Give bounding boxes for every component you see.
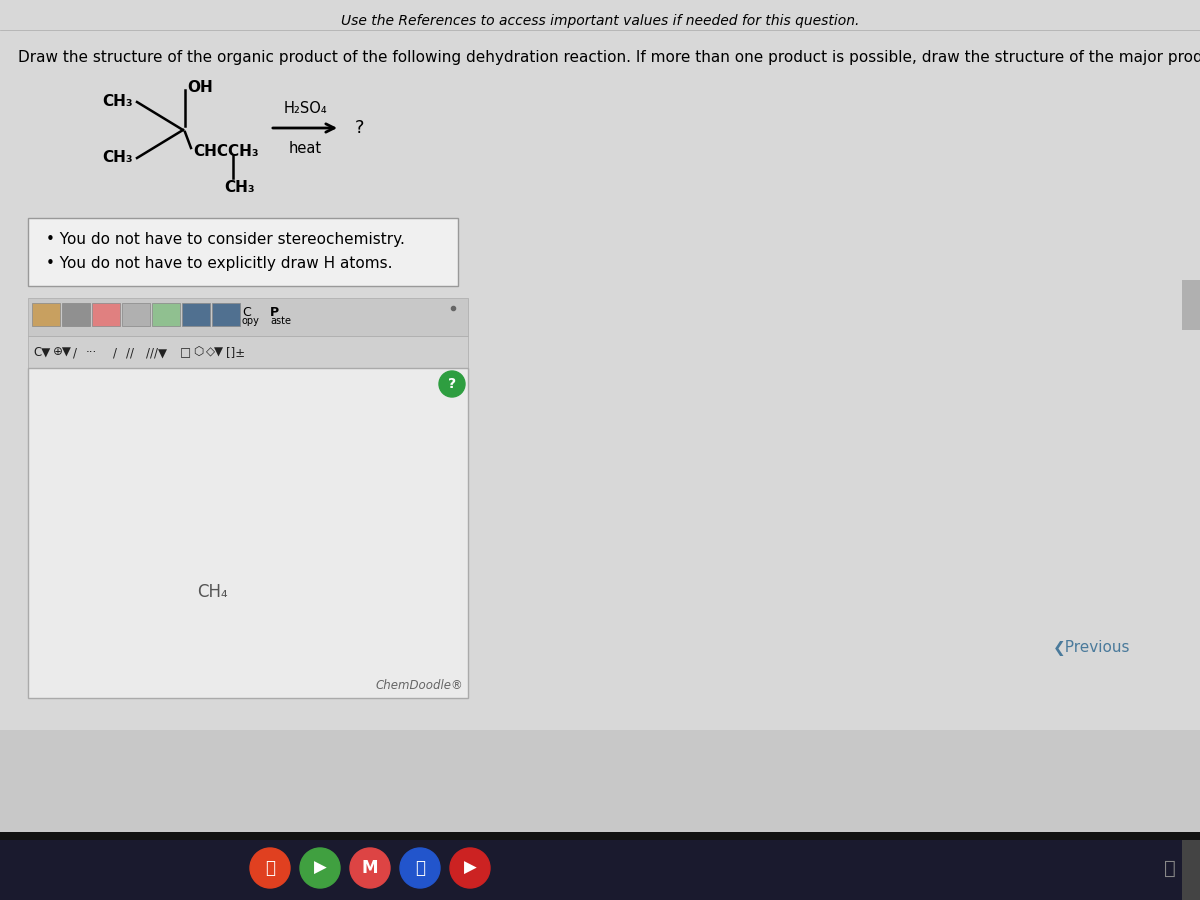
Bar (212, 303, 240, 326)
Bar (152, 303, 180, 326)
Bar (1182, 280, 1200, 330)
Circle shape (450, 848, 490, 888)
Text: /: / (113, 346, 118, 359)
Text: P: P (270, 306, 280, 319)
Text: ···: ··· (86, 346, 97, 359)
Text: □: □ (180, 346, 191, 359)
Text: M: M (361, 859, 378, 877)
Text: ⊕▼: ⊕▼ (53, 346, 72, 359)
Text: ?: ? (448, 377, 456, 391)
Bar (182, 303, 210, 326)
Text: ///▼: ///▼ (146, 346, 167, 359)
Bar (122, 303, 150, 326)
Text: ⬛: ⬛ (1164, 859, 1176, 877)
Bar (28, 298, 468, 336)
Text: OH: OH (187, 80, 212, 95)
Text: CH₄: CH₄ (198, 583, 228, 601)
Bar (28, 218, 458, 286)
Text: CHCCH₃: CHCCH₃ (193, 145, 259, 159)
Text: opy: opy (242, 316, 260, 326)
Text: ChemDoodle®: ChemDoodle® (376, 679, 463, 692)
Text: 🔵: 🔵 (415, 859, 425, 877)
Text: CH₃: CH₃ (102, 94, 133, 110)
Bar (92, 303, 120, 326)
Circle shape (439, 371, 466, 397)
Text: aste: aste (270, 316, 292, 326)
Text: ▶: ▶ (313, 859, 326, 877)
Text: ?: ? (355, 119, 365, 137)
Circle shape (250, 848, 290, 888)
Text: ❮Previous: ❮Previous (1052, 640, 1130, 656)
Bar (0, 832, 1200, 840)
Text: CH₃: CH₃ (224, 180, 256, 195)
Text: Draw the structure of the organic product of the following dehydration reaction.: Draw the structure of the organic produc… (18, 50, 1200, 65)
Text: C: C (242, 306, 251, 319)
Text: C▼: C▼ (34, 346, 50, 359)
Text: • You do not have to explicitly draw H atoms.: • You do not have to explicitly draw H a… (46, 256, 392, 271)
Bar (0, 0, 1200, 730)
Text: ◇▼: ◇▼ (206, 346, 224, 359)
Text: CH₃: CH₃ (102, 150, 133, 166)
Circle shape (300, 848, 340, 888)
Text: ▶: ▶ (463, 859, 476, 877)
Text: heat: heat (288, 141, 322, 156)
Text: H₂SO₄: H₂SO₄ (283, 101, 326, 116)
Text: Use the References to access important values if needed for this question.: Use the References to access important v… (341, 14, 859, 28)
Bar (62, 303, 90, 326)
Text: • You do not have to consider stereochemistry.: • You do not have to consider stereochem… (46, 232, 404, 247)
Bar (32, 303, 60, 326)
Circle shape (400, 848, 440, 888)
Bar (28, 336, 468, 368)
Text: //: // (126, 346, 134, 359)
Text: /: / (73, 346, 77, 359)
Circle shape (350, 848, 390, 888)
Bar (1182, 840, 1200, 900)
Text: ⬡: ⬡ (193, 346, 203, 359)
Text: 🌐: 🌐 (265, 859, 275, 877)
Bar (0, 840, 1200, 900)
Bar (28, 368, 468, 698)
Text: []±: []± (226, 346, 245, 359)
